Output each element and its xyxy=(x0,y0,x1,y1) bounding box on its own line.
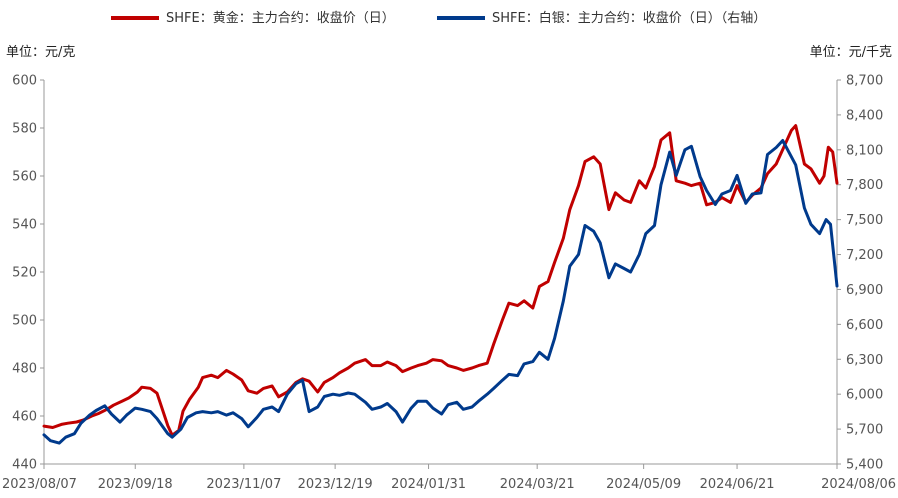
left-tick-label: 560 xyxy=(12,170,37,185)
x-tick-label: 2023/12/19 xyxy=(298,477,373,492)
left-tick-label: 460 xyxy=(12,410,37,425)
series-line-gold xyxy=(42,124,839,437)
left-tick-label: 440 xyxy=(12,458,37,473)
legend: SHFE：黄金：主力合约：收盘价（日） SHFE：白银：主力合约：收盘价（日）（… xyxy=(111,10,766,26)
left-tick-label: 480 xyxy=(12,362,37,377)
left-tick-label: 600 xyxy=(12,74,37,89)
right-tick-label: 5,700 xyxy=(846,423,883,438)
right-tick-label: 8,400 xyxy=(846,108,883,123)
right-tick-label: 6,600 xyxy=(846,318,883,333)
x-tick-label: 2023/08/07 xyxy=(2,477,77,492)
x-tick-label: 2023/09/18 xyxy=(98,477,173,492)
x-tick-label: 2024/05/09 xyxy=(606,477,681,492)
series-line-silver xyxy=(42,139,839,445)
x-tick-label: 2024/01/31 xyxy=(391,477,466,492)
legend-label-silver: SHFE：白银：主力合约：收盘价（日）（右轴） xyxy=(492,10,766,26)
right-tick-label: 7,200 xyxy=(846,248,883,263)
right-tick-label: 6,000 xyxy=(846,388,883,403)
right-axis: 5,400 5,700 6,000 6,300 6,600 6,900 7,200 7,500… xyxy=(836,74,883,473)
right-tick-label: 8,700 xyxy=(846,74,883,89)
x-axis: 2023/08/07 2023/09/18 2023/11/07 2023/12/19… xyxy=(2,463,896,492)
left-tick-label: 500 xyxy=(12,314,37,329)
left-axis: 440 460 480 500 520 540 560 580 600 xyxy=(12,74,45,473)
right-axis-unit: 单位：元/千克 xyxy=(810,45,892,60)
x-tick-label: 2024/06/21 xyxy=(700,477,775,492)
series-layer xyxy=(42,124,839,445)
x-tick-label: 2023/11/07 xyxy=(206,477,281,492)
right-tick-label: 8,100 xyxy=(846,143,883,158)
right-tick-label: 7,500 xyxy=(846,213,883,228)
left-tick-label: 520 xyxy=(12,266,37,281)
left-axis-unit: 单位：元/克 xyxy=(6,45,75,60)
x-tick-label: 2024/08/06 xyxy=(821,477,896,492)
right-tick-label: 6,300 xyxy=(846,353,883,368)
left-tick-label: 580 xyxy=(12,122,37,137)
right-tick-label: 5,400 xyxy=(846,458,883,473)
left-tick-label: 540 xyxy=(12,218,37,233)
right-tick-label: 6,900 xyxy=(846,283,883,298)
right-tick-label: 7,800 xyxy=(846,178,883,193)
legend-label-gold: SHFE：黄金：主力合约：收盘价（日） xyxy=(166,10,395,26)
x-tick-label: 2024/03/21 xyxy=(500,477,575,492)
